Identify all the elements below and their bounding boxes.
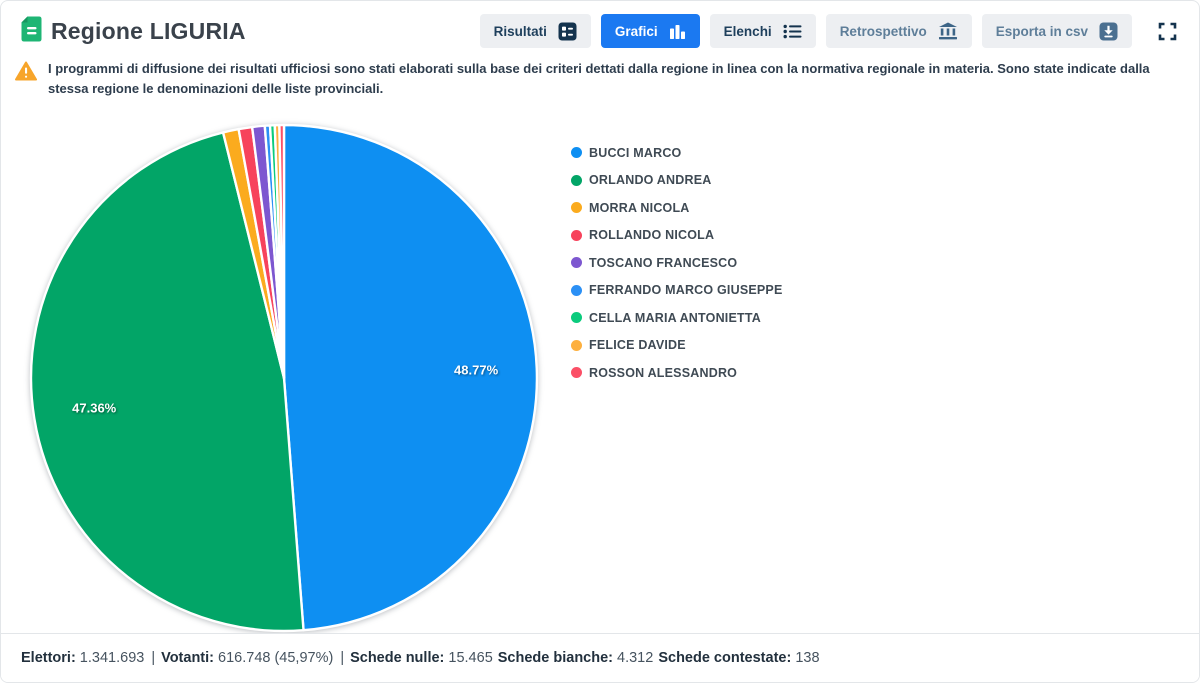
tab-label: Risultati <box>493 23 547 39</box>
pie-slice-label: 48.77% <box>454 363 499 378</box>
pie-slice[interactable] <box>278 123 286 380</box>
legend-item[interactable]: FELICE DAVIDE <box>571 332 783 360</box>
document-icon <box>21 16 42 47</box>
footer-stat: Votanti: 616.748 (45,97%) <box>161 650 334 666</box>
tab-label: Retrospettivo <box>839 23 927 39</box>
legend-color-dot <box>571 257 582 269</box>
legend-label: TOSCANO FRANCESCO <box>589 255 738 270</box>
legend-color-dot <box>571 312 582 324</box>
legend-item[interactable]: CELLA MARIA ANTONIETTA <box>571 304 783 332</box>
footer-stat-label: Votanti: <box>161 650 214 666</box>
legend-label: FELICE DAVIDE <box>589 338 686 353</box>
fullscreen-icon <box>1158 22 1177 41</box>
header: Regione LIGURIA Risultati Grafici <box>1 1 1199 56</box>
results-grid-icon <box>558 22 577 41</box>
legend-color-dot <box>571 174 582 186</box>
notice-text: I programmi di diffusione dei risultati … <box>48 61 1150 96</box>
legend-label: ROLLANDO NICOLA <box>589 228 715 243</box>
legend-item[interactable]: TOSCANO FRANCESCO <box>571 249 783 277</box>
tab-bar: Risultati Grafici <box>479 14 1181 48</box>
legend-color-dot <box>571 367 582 379</box>
footer-stat-separator: | <box>340 650 345 666</box>
footer-stat-label: Schede contestate: <box>658 650 792 666</box>
legend-label: CELLA MARIA ANTONIETTA <box>589 310 761 325</box>
legend-label: MORRA NICOLA <box>589 200 690 215</box>
legend-label: BUCCI MARCO <box>589 145 682 160</box>
tab-label: Esporta in csv <box>995 23 1088 39</box>
legend-color-dot <box>571 229 582 241</box>
tab-label: Elenchi <box>723 23 772 39</box>
tab-elenchi[interactable]: Elenchi <box>709 14 816 48</box>
list-icon <box>783 23 802 40</box>
legend-color-dot <box>571 202 582 214</box>
tab-risultati[interactable]: Risultati <box>479 14 591 48</box>
pie-slice[interactable] <box>29 131 305 633</box>
footer-stat-label: Elettori: <box>21 650 76 666</box>
footer-stat: Schede contestate: 138 <box>658 650 820 666</box>
legend-label: ORLANDO ANDREA <box>589 173 712 188</box>
notice-banner: I programmi di diffusione dei risultati … <box>1 56 1199 99</box>
pie-chart: 48.77% 47.36% <box>29 123 539 633</box>
footer-stat: Schede nulle: 15.465 <box>350 650 493 666</box>
footer-stat: Schede bianche: 4.312 <box>497 650 654 666</box>
legend-label: FERRANDO MARCO GIUSEPPE <box>589 283 783 298</box>
footer-stat: Elettori: 1.341.693 <box>21 650 145 666</box>
legend-color-dot <box>571 284 582 296</box>
legend-color-dot <box>571 339 582 351</box>
legend-item[interactable]: MORRA NICOLA <box>571 194 783 222</box>
museum-icon <box>938 22 958 40</box>
pie-slice-label: 47.36% <box>72 401 117 416</box>
download-icon <box>1099 22 1118 41</box>
page-title: Regione LIGURIA <box>51 17 246 44</box>
tab-retrospettivo[interactable]: Retrospettivo <box>825 14 972 48</box>
tab-label: Grafici <box>614 23 658 39</box>
stats-footer: Elettori: 1.341.693 | Votanti: 616.748 (45… <box>1 633 1199 682</box>
pie-slice[interactable] <box>282 123 539 632</box>
legend-item[interactable]: FERRANDO MARCO GIUSEPPE <box>571 277 783 305</box>
chart-legend: BUCCI MARCO ORLANDO ANDREA MORRA NICOLA ROL… <box>571 139 783 387</box>
footer-stat-label: Schede bianche: <box>497 650 613 666</box>
fullscreen-button[interactable] <box>1154 18 1181 45</box>
legend-label: ROSSON ALESSANDRO <box>589 365 738 380</box>
footer-stat-label: Schede nulle: <box>350 650 445 666</box>
legend-item[interactable]: ROSSON ALESSANDRO <box>571 359 783 387</box>
tab-esporta-csv[interactable]: Esporta in csv <box>981 14 1132 48</box>
legend-color-dot <box>571 147 582 159</box>
legend-item[interactable]: ORLANDO ANDREA <box>571 167 783 195</box>
bar-chart-icon <box>669 23 686 40</box>
footer-stat-separator: | <box>151 650 156 666</box>
tab-grafici[interactable]: Grafici <box>600 14 700 48</box>
warning-triangle-icon <box>15 61 37 81</box>
legend-item[interactable]: ROLLANDO NICOLA <box>571 222 783 250</box>
legend-item[interactable]: BUCCI MARCO <box>571 139 783 167</box>
